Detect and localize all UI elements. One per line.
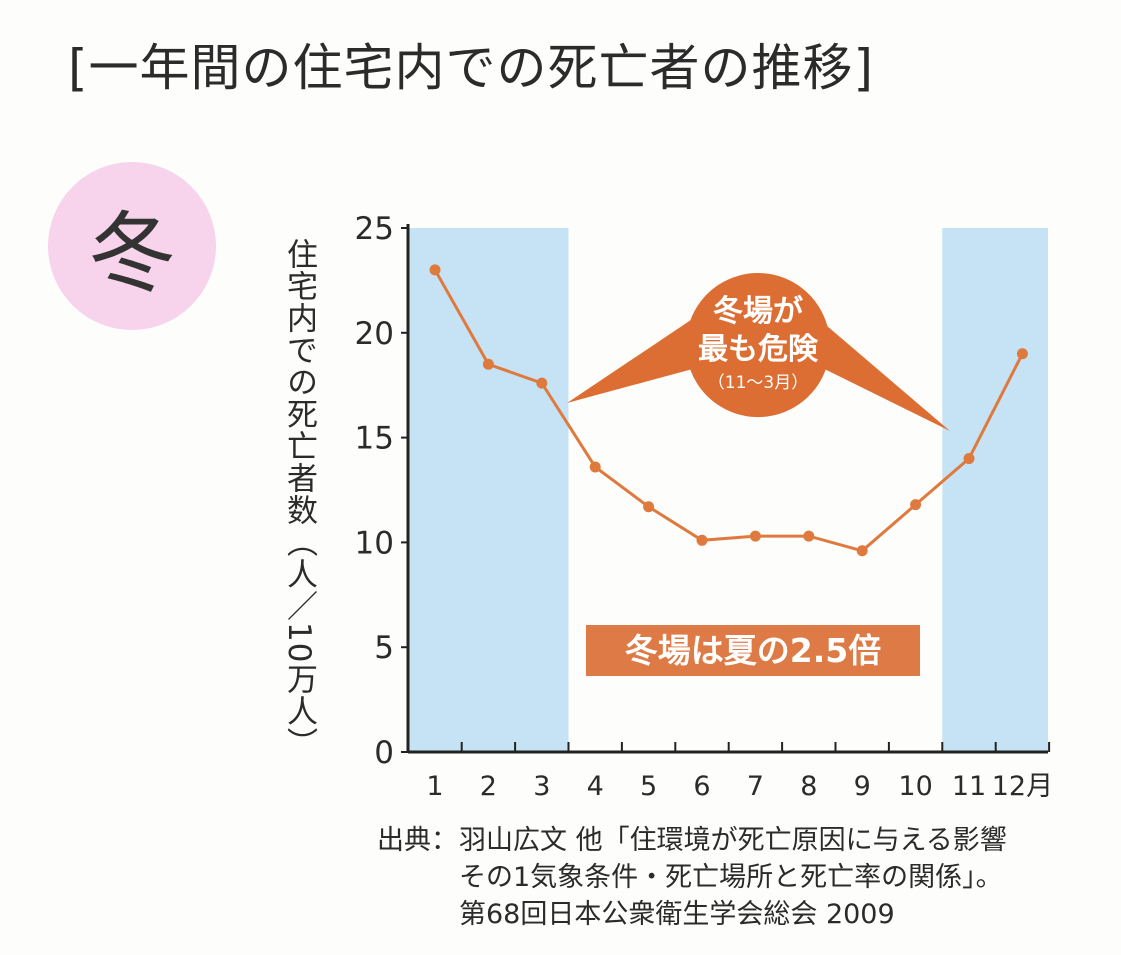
data-point-3 bbox=[536, 377, 548, 389]
x-tick-label-12: 12月 bbox=[992, 771, 1053, 802]
x-tick-label-8: 8 bbox=[800, 771, 817, 802]
x-tick-label-9: 9 bbox=[854, 771, 871, 802]
x-tick-label-10: 10 bbox=[898, 771, 932, 802]
data-point-2 bbox=[482, 358, 494, 370]
data-point-9 bbox=[856, 545, 868, 557]
y-tick-label-10: 10 bbox=[355, 525, 394, 561]
callout-text-line-3: （11～3月） bbox=[708, 373, 808, 393]
data-point-4 bbox=[589, 461, 601, 473]
season-badge: 冬 bbox=[48, 162, 216, 330]
winter-shade-region-2 bbox=[942, 228, 1048, 752]
data-point-6 bbox=[696, 534, 708, 546]
y-tick-label-15: 15 bbox=[355, 421, 394, 457]
chart-annotations: 冬場が 最も危険 （11～3月） 冬場は夏の2.5倍 bbox=[567, 273, 950, 676]
x-tick-label-4: 4 bbox=[587, 771, 604, 802]
comparison-banner-text: 冬場は夏の2.5倍 bbox=[625, 631, 881, 670]
data-point-12 bbox=[1016, 348, 1028, 360]
source-line-1: 羽山広文 他「住環境が死亡原因に与える影響 bbox=[459, 825, 1007, 856]
data-point-5 bbox=[643, 501, 655, 513]
y-tick-label-0: 0 bbox=[374, 735, 394, 771]
winter-shading bbox=[408, 228, 1048, 752]
source-citation: 出典： 羽山広文 他「住環境が死亡原因に与える影響 その1気象条件・死亡場所と死… bbox=[377, 822, 1007, 933]
series-line-1 bbox=[433, 269, 1024, 553]
data-series bbox=[429, 264, 1028, 557]
y-axis-label: 住宅内での死亡者数（人／10万人） bbox=[281, 238, 317, 760]
x-tick-label-7: 7 bbox=[747, 771, 764, 802]
data-point-11 bbox=[963, 453, 975, 465]
x-tick-label-1: 1 bbox=[426, 771, 443, 802]
source-line-2: その1気象条件・死亡場所と死亡率の関係」。 bbox=[459, 862, 1003, 893]
callout-text-line-2: 最も危険 bbox=[698, 332, 819, 367]
winter-shade-region-1 bbox=[408, 228, 569, 752]
y-tick-label-20: 20 bbox=[355, 316, 394, 352]
y-tick-label-5: 5 bbox=[374, 630, 394, 666]
source-line-3: 第68回日本公衆衛生学会総会 2009 bbox=[459, 899, 895, 930]
x-tick-label-11: 11 bbox=[952, 771, 986, 802]
x-tick-label-6: 6 bbox=[693, 771, 710, 802]
data-point-7 bbox=[749, 530, 761, 542]
source-label: 出典： bbox=[377, 825, 458, 856]
season-badge-text: 冬 bbox=[87, 201, 176, 305]
callout-bubble bbox=[567, 273, 950, 431]
data-point-1 bbox=[429, 264, 441, 276]
callout-text-line-1: 冬場が bbox=[713, 294, 803, 329]
chart-axes: 0 5 10 15 20 25 1 2 3 4 5 6 7 8 9 10 11 12月 bbox=[355, 211, 1054, 802]
x-tick-label-5: 5 bbox=[640, 771, 657, 802]
data-point-8 bbox=[803, 530, 815, 542]
y-tick-label-25: 25 bbox=[355, 211, 394, 247]
chart-title: [一年間の住宅内での死亡者の推移] bbox=[68, 39, 875, 97]
x-tick-label-2: 2 bbox=[480, 771, 497, 802]
comparison-banner bbox=[586, 625, 920, 676]
data-point-10 bbox=[910, 499, 922, 511]
x-tick-label-3: 3 bbox=[533, 771, 550, 802]
